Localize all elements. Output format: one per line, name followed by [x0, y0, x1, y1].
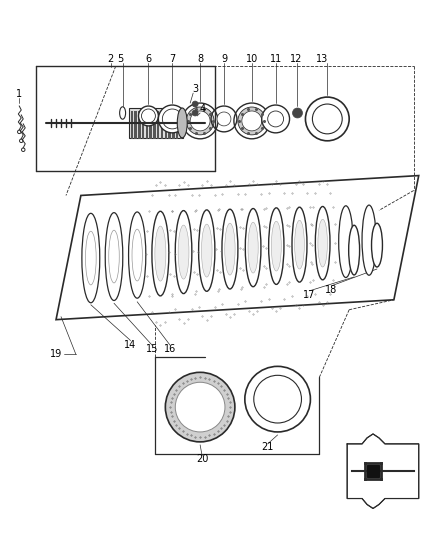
- Text: 16: 16: [164, 344, 177, 354]
- Ellipse shape: [138, 106, 159, 126]
- Ellipse shape: [262, 105, 290, 133]
- Circle shape: [192, 110, 198, 116]
- Text: 18: 18: [325, 285, 337, 295]
- Ellipse shape: [238, 107, 266, 135]
- Ellipse shape: [109, 230, 119, 283]
- Ellipse shape: [159, 105, 186, 133]
- Ellipse shape: [175, 382, 225, 432]
- Ellipse shape: [248, 222, 258, 273]
- Text: 3: 3: [192, 84, 198, 94]
- Ellipse shape: [162, 109, 182, 129]
- Bar: [176, 111, 178, 139]
- Bar: [180, 111, 182, 139]
- Ellipse shape: [371, 223, 382, 267]
- Ellipse shape: [129, 212, 146, 298]
- Ellipse shape: [155, 226, 166, 281]
- Ellipse shape: [271, 221, 281, 271]
- Ellipse shape: [165, 373, 235, 442]
- Text: 10: 10: [246, 54, 258, 64]
- Text: 21: 21: [261, 442, 274, 452]
- Circle shape: [192, 101, 198, 107]
- Ellipse shape: [349, 225, 360, 275]
- Ellipse shape: [245, 366, 311, 432]
- Ellipse shape: [295, 220, 304, 269]
- Ellipse shape: [177, 108, 187, 138]
- Bar: [142, 111, 145, 139]
- Bar: [134, 111, 137, 139]
- Bar: [131, 111, 133, 139]
- FancyBboxPatch shape: [129, 108, 183, 138]
- Polygon shape: [347, 434, 419, 508]
- Ellipse shape: [82, 213, 100, 303]
- Text: 13: 13: [316, 54, 328, 64]
- Bar: [161, 111, 163, 139]
- Bar: [168, 111, 171, 139]
- Ellipse shape: [312, 104, 342, 134]
- Text: 12: 12: [290, 54, 303, 64]
- Ellipse shape: [132, 229, 142, 281]
- Text: 14: 14: [124, 340, 137, 350]
- Ellipse shape: [362, 205, 376, 275]
- Ellipse shape: [85, 231, 96, 285]
- Text: 20: 20: [196, 454, 208, 464]
- Text: 4: 4: [200, 104, 206, 114]
- Ellipse shape: [242, 111, 262, 131]
- Bar: [367, 465, 379, 477]
- Bar: [146, 111, 148, 139]
- Ellipse shape: [254, 375, 301, 423]
- Text: 9: 9: [221, 54, 227, 64]
- Text: 7: 7: [169, 54, 176, 64]
- Ellipse shape: [201, 224, 212, 277]
- Ellipse shape: [186, 107, 214, 135]
- Circle shape: [293, 108, 303, 118]
- Bar: [153, 111, 155, 139]
- Ellipse shape: [105, 213, 123, 301]
- Ellipse shape: [225, 223, 235, 275]
- Ellipse shape: [318, 219, 328, 267]
- Ellipse shape: [141, 109, 155, 123]
- Ellipse shape: [268, 111, 283, 127]
- Bar: [165, 111, 167, 139]
- Text: 17: 17: [303, 290, 316, 300]
- Ellipse shape: [190, 111, 210, 131]
- Ellipse shape: [339, 206, 353, 278]
- Bar: [149, 111, 152, 139]
- Text: 6: 6: [145, 54, 152, 64]
- Text: 8: 8: [197, 54, 203, 64]
- Text: 2: 2: [108, 54, 114, 64]
- Text: 1: 1: [16, 89, 22, 99]
- Ellipse shape: [217, 112, 231, 126]
- Ellipse shape: [178, 225, 189, 279]
- Text: 15: 15: [146, 344, 159, 354]
- Text: 5: 5: [117, 54, 124, 64]
- Bar: [157, 111, 159, 139]
- Text: 19: 19: [50, 350, 62, 359]
- Text: 11: 11: [269, 54, 282, 64]
- Bar: [172, 111, 175, 139]
- Bar: [138, 111, 141, 139]
